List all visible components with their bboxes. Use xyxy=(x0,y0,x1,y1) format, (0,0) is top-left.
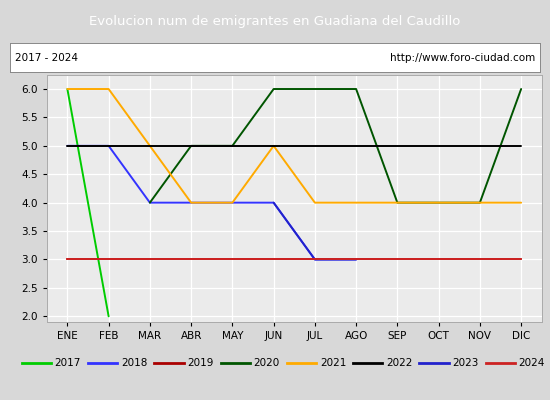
Text: Evolucion num de emigrantes en Guadiana del Caudillo: Evolucion num de emigrantes en Guadiana … xyxy=(89,14,461,28)
Text: 2021: 2021 xyxy=(320,358,346,368)
Text: 2022: 2022 xyxy=(386,358,412,368)
Text: http://www.foro-ciudad.com: http://www.foro-ciudad.com xyxy=(389,53,535,63)
Text: 2023: 2023 xyxy=(452,358,478,368)
Text: 2020: 2020 xyxy=(254,358,280,368)
Text: 2018: 2018 xyxy=(121,358,147,368)
Text: 2024: 2024 xyxy=(519,358,545,368)
Text: 2019: 2019 xyxy=(187,358,213,368)
Text: 2017 - 2024: 2017 - 2024 xyxy=(15,53,78,63)
Text: 2017: 2017 xyxy=(54,358,81,368)
